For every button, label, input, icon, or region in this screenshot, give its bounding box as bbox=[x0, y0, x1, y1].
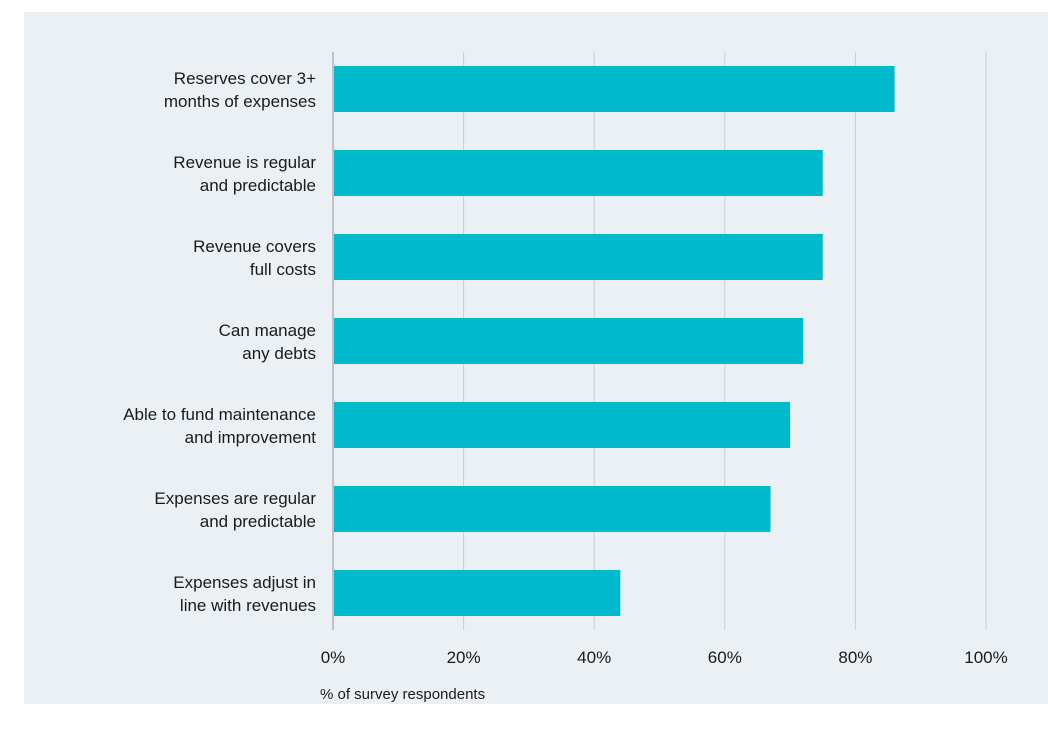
bar bbox=[334, 486, 771, 532]
bars bbox=[334, 66, 895, 616]
x-tick-labels: 0% 20% 40% 60% 80% 100% bbox=[321, 648, 1008, 667]
category-label: Revenue is regular and predictable bbox=[173, 153, 316, 195]
x-tick-label: 100% bbox=[964, 648, 1007, 667]
x-tick-label: 0% bbox=[321, 648, 346, 667]
category-label: Able to fund maintenance and improvement bbox=[123, 405, 316, 447]
category-label-line: Expenses are regular bbox=[154, 489, 316, 508]
category-label: Reserves cover 3+ months of expenses bbox=[164, 69, 316, 111]
category-label-line: Revenue is regular bbox=[173, 153, 316, 172]
x-tick-label: 40% bbox=[577, 648, 611, 667]
category-label-line: Expenses adjust in bbox=[173, 573, 316, 592]
category-label-line: months of expenses bbox=[164, 92, 316, 111]
category-label-line: full costs bbox=[250, 260, 316, 279]
category-label: Revenue covers full costs bbox=[193, 237, 316, 279]
bar bbox=[334, 318, 804, 364]
category-label-line: any debts bbox=[242, 344, 316, 363]
bar bbox=[334, 66, 895, 112]
category-label-line: Revenue covers bbox=[193, 237, 316, 256]
bar bbox=[334, 402, 791, 448]
bar bbox=[334, 234, 823, 280]
x-tick-label: 20% bbox=[447, 648, 481, 667]
bar bbox=[334, 570, 621, 616]
bar bbox=[334, 150, 823, 196]
category-label: Expenses are regular and predictable bbox=[154, 489, 316, 531]
x-tick-label: 80% bbox=[838, 648, 872, 667]
category-label-line: and predictable bbox=[200, 176, 316, 195]
category-label-line: Reserves cover 3+ bbox=[174, 69, 316, 88]
category-label-line: and predictable bbox=[200, 512, 316, 531]
category-label: Can manage any debts bbox=[219, 321, 316, 363]
category-label-line: and improvement bbox=[185, 428, 317, 447]
category-label-line: Able to fund maintenance bbox=[123, 405, 316, 424]
x-tick-label: 60% bbox=[708, 648, 742, 667]
category-label: Expenses adjust in line with revenues bbox=[173, 573, 316, 615]
category-labels: Reserves cover 3+ months of expenses Reven… bbox=[123, 69, 316, 615]
category-label-line: Can manage bbox=[219, 321, 316, 340]
x-axis-title: % of survey respondents bbox=[320, 686, 485, 703]
category-label-line: line with revenues bbox=[180, 596, 316, 615]
